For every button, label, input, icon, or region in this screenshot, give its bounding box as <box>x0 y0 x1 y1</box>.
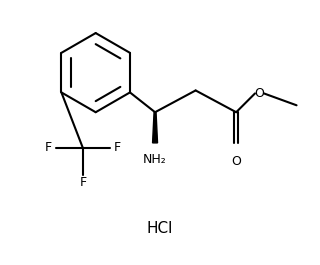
Text: HCl: HCl <box>147 222 173 236</box>
Text: F: F <box>79 176 86 189</box>
Text: F: F <box>114 141 121 154</box>
Text: F: F <box>44 141 52 154</box>
Text: O: O <box>254 87 264 100</box>
Text: NH₂: NH₂ <box>143 153 167 166</box>
Text: O: O <box>231 155 241 168</box>
Polygon shape <box>153 112 157 143</box>
